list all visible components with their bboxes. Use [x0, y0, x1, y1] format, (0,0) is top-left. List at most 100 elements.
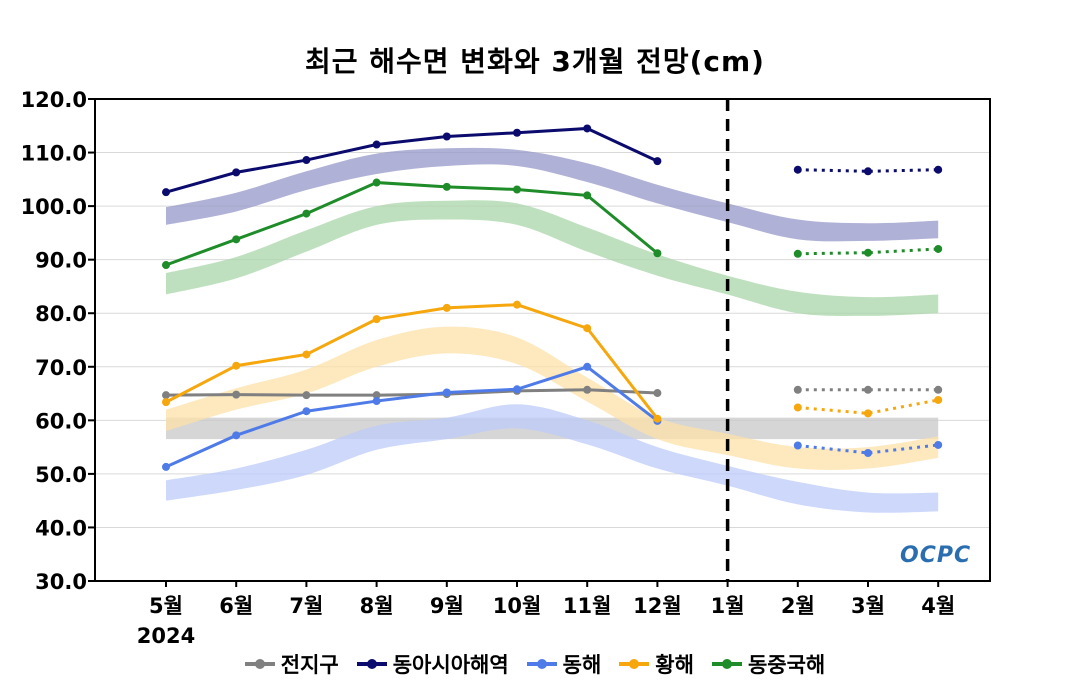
x-tick-label: 2월 — [781, 594, 815, 618]
data-point — [232, 361, 241, 370]
data-point — [302, 407, 311, 416]
chart-title: 최근 해수면 변화와 3개월 전망(cm) — [305, 45, 765, 78]
legend-label: 동중국해 — [747, 653, 826, 677]
data-point — [934, 385, 943, 394]
year-label: 2024 — [137, 624, 195, 648]
legend-marker — [619, 654, 650, 674]
y-tick-label: 60.0 — [35, 409, 87, 433]
band-2 — [166, 404, 939, 513]
legend-item: 동해 — [526, 649, 602, 679]
plot-frame — [94, 98, 991, 582]
legend-marker — [356, 654, 387, 674]
data-point — [372, 397, 381, 406]
envelope-bands — [166, 147, 939, 513]
data-point — [864, 449, 872, 458]
x-tick-label: 9월 — [430, 594, 464, 618]
x-tick-label: 7월 — [289, 594, 323, 618]
band-3 — [166, 326, 939, 471]
y-tick-label: 30.0 — [35, 570, 87, 594]
data-point — [934, 165, 943, 174]
x-tick-label: 5월 — [149, 594, 183, 618]
data-point — [583, 191, 592, 200]
band-4 — [166, 200, 939, 316]
y-tick-label: 90.0 — [35, 249, 87, 273]
x-tick-label: 3월 — [851, 594, 885, 618]
data-point — [793, 165, 802, 174]
data-point — [934, 244, 943, 253]
data-point — [162, 188, 170, 197]
legend-marker — [244, 654, 275, 674]
data-point — [372, 391, 381, 400]
data-point — [302, 391, 311, 400]
series-lines — [162, 124, 943, 471]
y-tick-label: 110.0 — [21, 142, 87, 166]
legend-item: 황해 — [619, 649, 694, 679]
data-point — [653, 249, 662, 258]
x-tick-label: 6월 — [219, 594, 253, 618]
data-point — [302, 209, 311, 218]
y-tick-label: 40.0 — [35, 516, 87, 540]
data-point — [372, 178, 381, 187]
x-tick-label: 1월 — [711, 594, 745, 618]
data-point — [232, 390, 241, 399]
data-point — [793, 249, 802, 258]
data-point — [232, 168, 241, 177]
data-point — [372, 140, 381, 149]
series-line-0 — [165, 388, 658, 397]
y-tick-label: 80.0 — [35, 302, 87, 326]
data-point — [513, 185, 521, 194]
data-point — [583, 124, 592, 133]
data-point — [232, 235, 241, 244]
x-tick-label: 4월 — [921, 594, 955, 618]
data-point — [583, 385, 592, 394]
series-line-2 — [165, 365, 659, 469]
tick-labels: 120.0 110.0 100.0 90.0 80.0 70.0 60.0 50.0 40.0 3… — [21, 88, 956, 648]
data-point — [653, 389, 662, 398]
data-point — [442, 303, 451, 312]
data-point — [583, 324, 592, 333]
data-point — [793, 403, 802, 412]
data-point — [232, 431, 241, 440]
axes — [88, 98, 991, 587]
x-tick-label: 10월 — [493, 594, 542, 618]
data-point — [513, 300, 521, 309]
data-point — [162, 398, 170, 407]
ocpc-logo: OCPC — [900, 543, 972, 568]
legend-label: 황해 — [655, 653, 694, 677]
data-point — [162, 261, 170, 270]
legend-item: 전지구 — [244, 649, 339, 679]
legend-label: 동아시아해역 — [392, 653, 509, 677]
legend-item: 동중국해 — [711, 649, 826, 679]
data-point — [442, 132, 451, 141]
data-point — [934, 440, 943, 449]
data-point — [864, 385, 872, 394]
legend-item: 동아시아해역 — [356, 649, 509, 679]
legend-marker — [711, 654, 742, 674]
data-point — [864, 409, 872, 418]
legend: 전지구 동아시아해역 동해 황해 동중국해 — [0, 649, 1070, 679]
series-line-1 — [165, 126, 659, 194]
data-point — [793, 441, 802, 450]
legend-label: 동해 — [562, 653, 602, 677]
data-point — [653, 157, 662, 166]
data-point — [302, 350, 311, 359]
band-1 — [166, 147, 939, 242]
data-point — [934, 395, 943, 404]
data-point — [864, 167, 872, 176]
data-point — [864, 248, 872, 257]
series-line-4 — [165, 181, 659, 267]
x-tick-label: 12월 — [633, 594, 682, 618]
data-point — [793, 385, 802, 394]
series-line-3 — [165, 303, 659, 420]
x-tick-label: 8월 — [360, 594, 394, 618]
y-tick-label: 100.0 — [21, 195, 87, 219]
y-tick-label: 120.0 — [21, 88, 87, 112]
legend-label: 전지구 — [280, 653, 339, 677]
y-tick-label: 50.0 — [35, 463, 87, 487]
data-point — [162, 462, 170, 471]
data-point — [372, 315, 381, 324]
data-point — [302, 156, 311, 165]
data-point — [583, 362, 592, 371]
data-point — [442, 388, 451, 397]
